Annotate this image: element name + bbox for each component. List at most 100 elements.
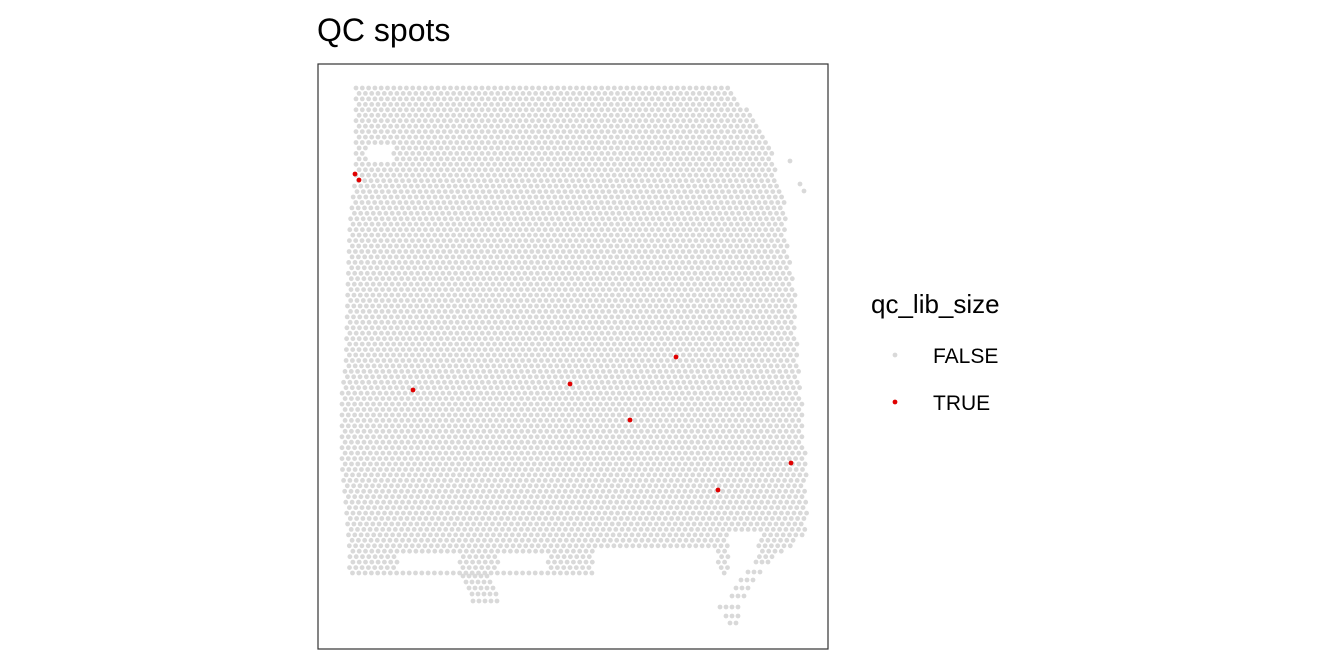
false-spot xyxy=(544,450,550,456)
false-spot xyxy=(687,161,693,167)
false-spot xyxy=(468,369,474,374)
false-spot xyxy=(423,216,429,222)
false-spot xyxy=(662,172,667,178)
false-spot xyxy=(580,151,586,156)
false-spot xyxy=(756,363,761,369)
false-spot xyxy=(571,167,576,173)
false-spot xyxy=(636,249,642,254)
false-spot xyxy=(654,210,660,216)
false-spot xyxy=(721,358,727,363)
false-spot xyxy=(539,347,545,352)
false-spot xyxy=(610,281,615,287)
false-spot xyxy=(508,112,513,118)
false-spot xyxy=(352,270,358,276)
false-spot xyxy=(796,450,802,456)
false-spot xyxy=(389,292,395,298)
false-spot xyxy=(393,369,398,374)
false-spot xyxy=(582,461,587,467)
false-spot xyxy=(583,243,588,249)
false-spot xyxy=(580,200,585,205)
false-spot xyxy=(614,472,620,478)
false-spot xyxy=(413,358,418,363)
false-spot xyxy=(487,418,493,423)
false-spot xyxy=(698,445,704,451)
false-spot xyxy=(374,369,379,374)
false-spot xyxy=(498,379,504,385)
false-spot xyxy=(471,423,477,429)
false-spot xyxy=(606,319,611,325)
false-spot xyxy=(517,161,523,167)
false-spot xyxy=(486,330,491,336)
false-spot xyxy=(366,140,371,145)
false-spot xyxy=(475,428,480,434)
false-spot xyxy=(594,461,600,467)
false-spot xyxy=(653,194,658,200)
false-spot xyxy=(802,450,808,456)
false-spot xyxy=(523,352,529,358)
false-spot xyxy=(377,401,383,407)
false-spot xyxy=(783,428,789,434)
false-spot xyxy=(549,330,554,336)
false-spot xyxy=(449,276,455,282)
false-spot xyxy=(707,287,713,292)
false-spot xyxy=(511,341,516,347)
false-spot xyxy=(582,428,587,434)
false-spot xyxy=(379,319,385,325)
false-spot xyxy=(437,418,442,423)
false-spot xyxy=(690,347,696,352)
false-spot xyxy=(716,314,722,320)
false-spot xyxy=(666,303,672,309)
false-spot xyxy=(415,210,420,216)
false-spot xyxy=(739,461,745,467)
false-spot xyxy=(599,107,605,113)
false-spot xyxy=(764,428,770,434)
false-spot xyxy=(366,172,371,178)
false-spot xyxy=(539,145,545,151)
false-spot xyxy=(577,314,583,320)
false-spot xyxy=(738,298,744,303)
false-spot xyxy=(517,118,523,124)
false-spot xyxy=(600,298,606,303)
false-spot xyxy=(564,336,570,342)
false-spot xyxy=(452,210,458,216)
false-spot xyxy=(506,287,511,292)
false-spot xyxy=(709,347,715,352)
false-spot xyxy=(509,390,515,396)
false-spot xyxy=(749,260,755,265)
false-spot xyxy=(566,210,571,216)
false-spot xyxy=(599,151,605,156)
false-spot xyxy=(501,221,507,227)
false-spot xyxy=(377,412,383,418)
false-spot xyxy=(460,151,466,156)
false-spot xyxy=(739,369,745,374)
false-spot xyxy=(498,85,504,91)
false-spot xyxy=(434,401,439,407)
false-spot xyxy=(433,314,438,320)
false-spot xyxy=(389,210,395,216)
false-spot xyxy=(364,445,370,451)
false-spot xyxy=(357,325,362,331)
false-spot xyxy=(424,439,430,445)
false-spot xyxy=(491,249,497,254)
false-spot xyxy=(474,216,479,222)
false-spot xyxy=(586,140,592,145)
false-spot xyxy=(502,374,508,380)
false-spot xyxy=(370,210,376,216)
false-spot xyxy=(696,232,702,238)
false-spot xyxy=(553,412,559,418)
false-spot xyxy=(348,369,354,374)
false-spot xyxy=(737,238,743,244)
false-spot xyxy=(453,249,459,254)
false-spot xyxy=(702,243,708,249)
false-spot xyxy=(505,379,510,385)
false-spot xyxy=(489,123,494,129)
false-spot xyxy=(739,428,745,434)
false-spot xyxy=(421,183,427,189)
false-spot xyxy=(639,205,645,211)
false-spot xyxy=(548,363,553,369)
false-spot xyxy=(772,385,777,391)
false-spot xyxy=(421,260,427,265)
false-spot xyxy=(456,396,461,401)
false-spot xyxy=(706,352,711,358)
false-spot xyxy=(666,292,672,298)
